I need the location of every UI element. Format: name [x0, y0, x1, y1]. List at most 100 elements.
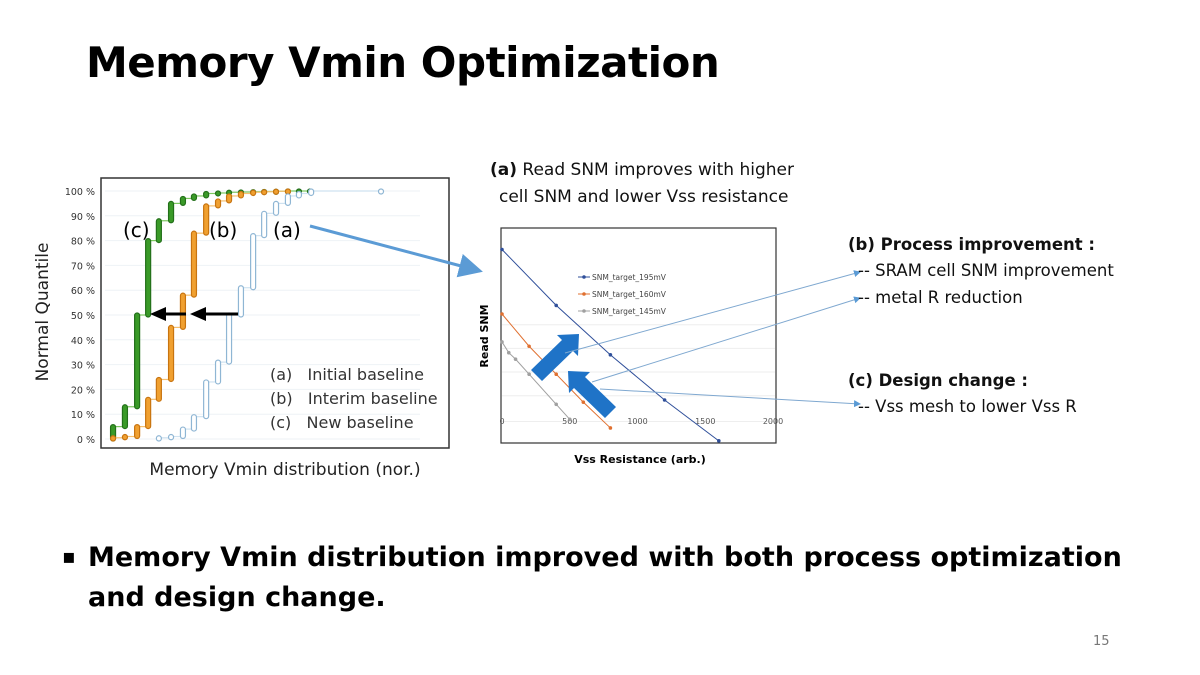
data-point: [662, 398, 667, 402]
series-line: [501, 341, 571, 420]
right-chart-x-ticks: 0 500 1000 1500 2000: [499, 417, 783, 426]
quantile-step-mark: [261, 189, 268, 196]
quantile-step-mark: [225, 193, 233, 204]
pointer-line-vss-mesh: [599, 388, 861, 408]
legend-label: SNM_target_195mV: [592, 273, 667, 282]
right-heading-label: (a): [490, 160, 518, 180]
quantile-step-mark: [121, 404, 129, 430]
left-chart-y-ticks: 0 % 10 % 20 % 30 % 40 % 50 % 60 % 70 % 80 % 90 % 1…: [65, 187, 95, 446]
x-tick-label: 1500: [695, 417, 715, 426]
improvement-arrows: [531, 334, 616, 418]
x-tick-label: 500: [562, 417, 577, 426]
pointer-line-metal: [591, 296, 861, 383]
quantile-step-mark: [179, 292, 187, 331]
quantile-step-mark: [203, 203, 210, 236]
bullet-marker-icon: ▪: [62, 544, 76, 568]
data-point: [513, 357, 518, 361]
design-change-title: (c) Design change :: [848, 371, 1029, 390]
data-point: [608, 353, 613, 357]
right-heading-text: Read SNM improves with higher: [517, 160, 794, 180]
quantile-step-mark: [179, 426, 187, 440]
annotation-a: (a): [273, 218, 301, 242]
right-chart-series: [500, 247, 721, 443]
quantile-step-mark: [167, 200, 175, 224]
left-chart-series: [109, 188, 385, 442]
data-point: [567, 417, 572, 422]
right-heading-line1: (a) Read SNM improves with higher: [490, 160, 794, 180]
quantile-step-mark: [214, 190, 222, 197]
y-tick-label: 100 %: [65, 187, 95, 198]
process-item-metal: -- metal R reduction: [858, 288, 1023, 307]
right-chart-gridlines: [502, 324, 775, 422]
legend-marker: [582, 275, 586, 279]
summary-line-2: and design change.: [88, 582, 386, 613]
data-point: [500, 340, 504, 344]
quantile-step-mark: [261, 210, 268, 239]
right-chart-legend: SNM_target_195mV SNM_target_160mV SNM_targ…: [578, 273, 667, 316]
y-tick-label: 10 %: [71, 410, 95, 421]
quantile-step-mark: [284, 193, 292, 207]
arrowhead-icon: [190, 307, 206, 321]
data-point: [527, 372, 531, 377]
y-tick-label: 70 %: [71, 261, 95, 272]
quantile-step-mark: [190, 230, 198, 298]
legend-label: SNM_target_145mV: [592, 307, 667, 316]
right-chart-frame: [500, 227, 777, 444]
process-improvement-title: (b) Process improvement :: [848, 235, 1096, 254]
page-title: Memory Vmin Optimization: [86, 38, 720, 87]
legend-marker: [582, 309, 586, 313]
data-point: [500, 312, 504, 316]
quantile-step-mark: [308, 188, 315, 197]
quantile-step-mark: [377, 188, 385, 195]
quantile-step-mark: [121, 433, 129, 441]
quantile-step-mark: [237, 190, 245, 199]
series-SNM_target_145mV: [500, 340, 572, 422]
quantile-step-mark: [272, 188, 280, 195]
right-heading-line2: cell SNM and lower Vss resistance: [499, 187, 789, 207]
annotation-b: (b): [209, 218, 237, 242]
legend-marker: [582, 292, 586, 296]
legend-label: SNM_target_160mV: [592, 290, 667, 299]
summary-line-1: Memory Vmin distribution improved with b…: [88, 542, 1122, 573]
x-tick-label: 2000: [763, 417, 783, 426]
design-item-vss-mesh: -- Vss mesh to lower Vss R: [858, 397, 1077, 416]
quantile-step-mark: [284, 188, 292, 195]
y-tick-label: 40 %: [71, 336, 95, 347]
data-point: [527, 344, 531, 349]
quantile-step-mark: [109, 435, 117, 442]
y-tick-label: 90 %: [71, 212, 95, 223]
quantile-step-mark: [155, 435, 162, 442]
quantile-step-mark: [145, 396, 152, 430]
y-tick-label: 60 %: [71, 286, 95, 297]
quantile-step-mark: [237, 285, 245, 318]
quantile-step-mark: [225, 312, 233, 365]
data-point: [554, 303, 558, 308]
y-tick-label: 80 %: [71, 237, 95, 248]
data-point: [717, 439, 721, 443]
legend-item-c: (c) New baseline: [270, 413, 414, 432]
left-chart-ylabel: Normal Quantile: [33, 243, 53, 382]
y-tick-label: 20 %: [71, 385, 95, 396]
x-tick-label: 1000: [627, 417, 647, 426]
quantile-step-mark: [250, 189, 257, 197]
quantile-step-mark: [155, 376, 162, 402]
up-right-arrow-icon: [531, 334, 579, 381]
series-b: [109, 188, 292, 442]
up-left-arrow-icon: [568, 371, 616, 418]
quantile-step-mark: [272, 200, 280, 216]
data-point: [554, 372, 558, 377]
quantile-step-mark: [134, 312, 141, 410]
quantile-step-mark: [145, 238, 152, 318]
quantile-step-mark: [295, 190, 303, 199]
process-item-sram: -- SRAM cell SNM improvement: [858, 261, 1114, 280]
x-tick-label: 0: [499, 417, 504, 426]
series-SNM_target_195mV: [500, 247, 721, 443]
right-chart-xlabel: Vss Resistance (arb.): [574, 453, 706, 466]
data-point: [554, 402, 558, 407]
shift-arrows: [150, 307, 238, 321]
quantile-step-mark: [167, 324, 175, 383]
left-chart-xlabel: Memory Vmin distribution (nor.): [149, 460, 420, 480]
legend-item-a: (a) Initial baseline: [270, 365, 424, 384]
quantile-step-mark: [214, 359, 222, 385]
